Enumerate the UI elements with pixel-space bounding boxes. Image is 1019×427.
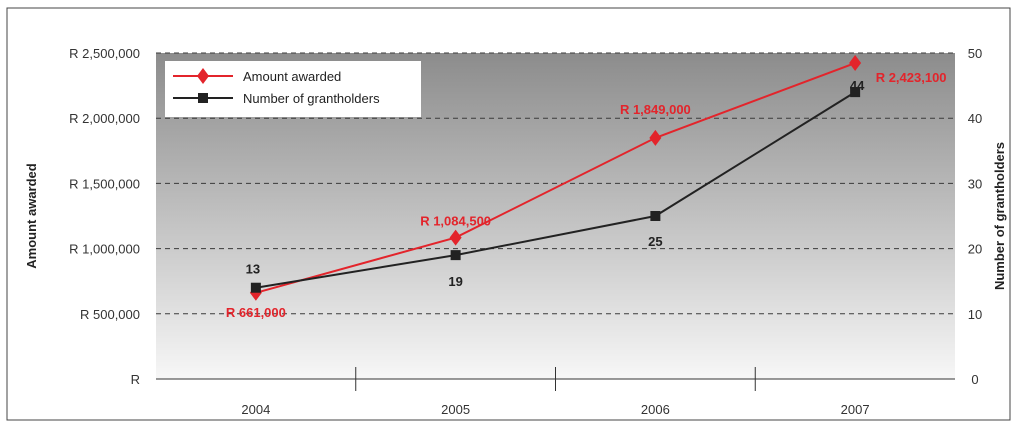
data-label: 19 [448,274,462,289]
legend-marker [197,68,209,84]
y-right-tick-label: 40 [968,111,982,126]
x-tick-label: 2006 [641,402,670,417]
y-left-tick-label: R 2,500,000 [69,46,140,61]
series-layer [249,55,862,301]
y-left-tick-label: R 500,000 [80,307,140,322]
series-line [255,62,856,294]
data-point [849,55,862,72]
y-right-tick-label: 0 [971,372,978,387]
data-point [650,211,661,221]
axes: R 0 R 500,000 10 R 1,000,000 20 R 1,500,000 30 R… [24,46,1007,417]
y-left-tick-label: R 2,000,000 [69,111,140,126]
legend-box [165,61,421,117]
data-label: R 2,423,100 [876,70,947,85]
y-right-tick-label: 20 [968,242,982,257]
y-left-tick-label: R 1,000,000 [69,242,140,257]
data-label: 25 [648,234,662,249]
data-point [450,250,461,261]
legend-marker [198,93,208,103]
y-left-tick-label: R 1,500,000 [69,176,140,191]
x-tick-label: 2007 [841,402,870,417]
legend: Amount awarded Number of grantholders [165,61,421,117]
x-tick-label: 2004 [241,402,270,417]
y-right-tick-label: 50 [968,46,982,61]
x-tick-label: 2005 [441,402,470,417]
series-line [255,91,856,289]
y-left-axis-title: Amount awarded [24,163,39,269]
y-left-tick-label: R [131,372,140,387]
data-point [850,87,861,98]
data-label: R 661,000 [226,305,286,320]
data-label: R 1,849,000 [620,102,691,117]
data-label: R 1,084,500 [420,214,491,229]
legend-label: Amount awarded [243,69,341,84]
data-label: 44 [850,78,865,93]
data-label: 13 [246,262,260,277]
data-point [649,129,662,146]
legend-label: Number of grantholders [243,91,380,106]
y-right-axis-title: Number of grantholders [992,142,1007,290]
data-point [449,229,462,246]
gridlines [156,52,955,315]
y-right-tick-label: 30 [968,176,982,191]
data-point [250,282,261,293]
y-right-tick-label: 10 [968,307,982,322]
data-labels: R 661,000 R 1,084,500 R 1,849,000 R 2,423,1… [226,70,947,320]
